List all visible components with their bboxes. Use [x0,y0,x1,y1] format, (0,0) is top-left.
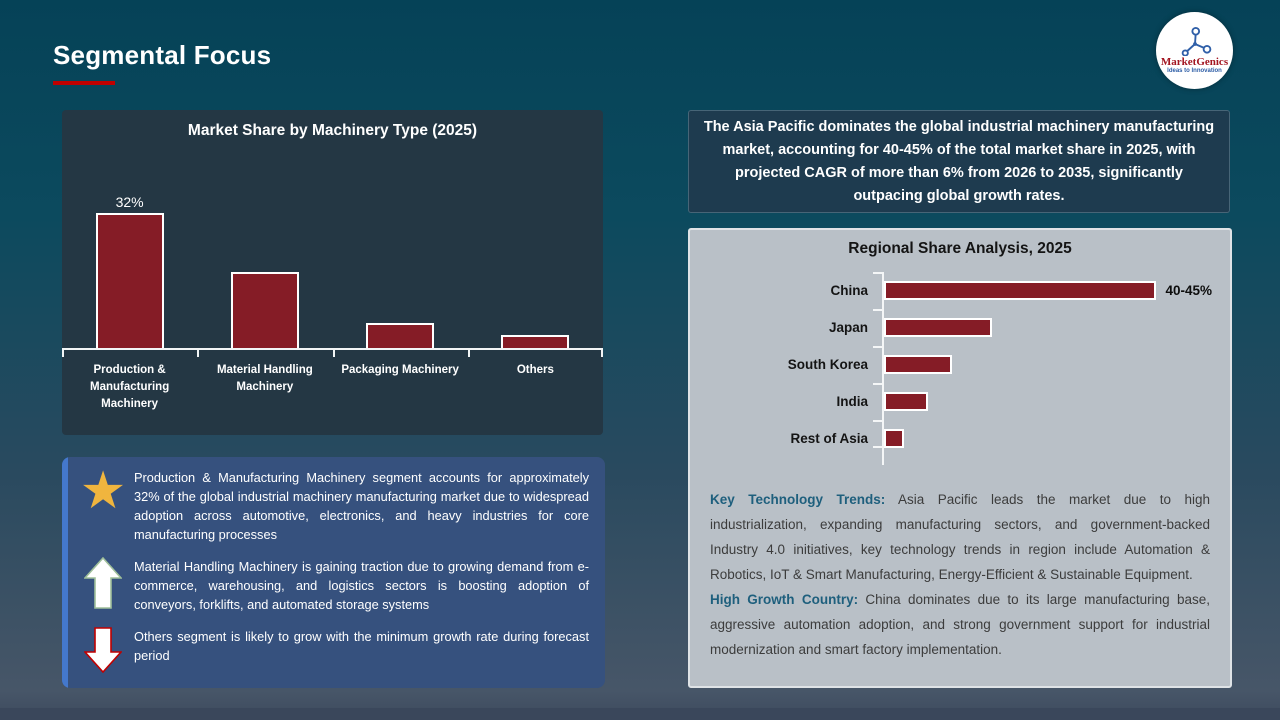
bar-value-label: 40-45% [1165,283,1212,298]
axis-tick [873,446,882,448]
axis-tick [332,350,335,357]
paragraph-lead: Key Technology Trends: [710,492,886,507]
page-title: Segmental Focus [53,40,272,70]
logo-brand-text: MarketGenics [1160,56,1229,68]
table-row: Japan [708,318,1212,337]
table-row: Rest of Asia [708,429,1212,448]
axis-tick [197,350,200,357]
insight-content: ★ Production & Manufacturing Machinery s… [68,457,605,688]
bar [230,272,299,348]
insight-accent-stripe [62,457,68,688]
axis-tick [873,272,882,274]
segment-insights-box: ★ Production & Manufacturing Machinery s… [62,457,605,688]
category-label: Packaging Machinery [341,364,459,376]
bar [884,281,1157,300]
bar-column [333,323,468,348]
bullet-text: Production & Manufacturing Machinery seg… [134,470,589,542]
bar [884,355,952,374]
axis-tick [467,350,470,357]
machinery-chart-plot: 32% [62,152,603,357]
axis-tick [62,350,64,357]
paragraph-body: China dominates due to its large manufac… [710,592,1210,657]
category-label: China [830,283,868,298]
highlight-text: The Asia Pacific dominates the global in… [703,118,1215,204]
bar [884,392,928,411]
axis-tick [873,309,882,311]
bar [366,323,435,348]
bullet-text: Material Handling Machinery is gaining t… [134,559,589,612]
regional-chart-title: Regional Share Analysis, 2025 [848,240,1072,257]
axis-tick [873,420,882,422]
category-label: Rest of Asia [790,431,868,446]
bar [884,429,904,448]
bar [884,318,992,337]
axis-tick [873,383,882,385]
axis-tick [601,350,603,357]
paragraph-lead: High Growth Country: [710,592,859,607]
header: Segmental Focus [53,40,271,85]
list-item: ★ Production & Manufacturing Machinery s… [72,461,589,544]
machinery-chart-panel: Market Share by Machinery Type (2025) 32… [62,110,603,435]
category-label: Japan [828,320,868,335]
category-label: India [836,394,868,409]
machinery-chart-categories: Production & Manufacturing Machinery Mate… [62,350,603,413]
bar [501,335,570,348]
table-row: India [708,392,1212,411]
marketgenics-logo: MarketGenics Ideas to Innovation [1156,12,1233,89]
footer-strip [0,708,1280,720]
bar-value-label: 32% [115,194,144,210]
regional-analysis-box: Regional Share Analysis, 2025 China 40-45… [688,228,1232,688]
logo-tagline-text: Ideas to Innovation [1167,68,1222,74]
category-label: Others [516,364,554,376]
category-label: South Korea [787,357,868,372]
list-item: Material Handling Machinery is gaining t… [72,557,589,614]
bullet-text: Others segment is likely to grow with th… [134,629,589,663]
regional-insights: Key Technology Trends: Asia Pacific lead… [708,487,1212,662]
title-underline [53,81,115,85]
paragraph-body: Asia Pacific leads the market due to hig… [710,492,1211,582]
regional-chart-plot: China 40-45% Japan South Korea India Rest of … [708,272,1212,465]
category-label: Material Handling Machinery [216,364,313,393]
up-arrow-icon [72,557,134,614]
category-label: Production & Manufacturing Machinery [90,364,170,410]
bar [95,213,164,348]
key-technology-trends-paragraph: Key Technology Trends: Asia Pacific lead… [710,487,1210,587]
list-item: Others segment is likely to grow with th… [72,627,589,673]
bar-column [197,272,332,348]
molecule-icon [1181,26,1211,56]
machinery-chart-title: Market Share by Machinery Type (2025) [187,122,478,139]
bar-column [468,335,603,348]
asia-pacific-highlight-box: The Asia Pacific dominates the global in… [688,110,1230,213]
bar-column: 32% [62,194,197,348]
high-growth-country-paragraph: High Growth Country: China dominates due… [710,587,1210,662]
axis-tick [873,346,882,348]
star-icon: ★ [79,461,127,521]
table-row: South Korea [708,355,1212,374]
table-row: China 40-45% [708,281,1212,300]
regional-chart-axis [882,272,884,465]
down-arrow-icon [72,627,134,673]
